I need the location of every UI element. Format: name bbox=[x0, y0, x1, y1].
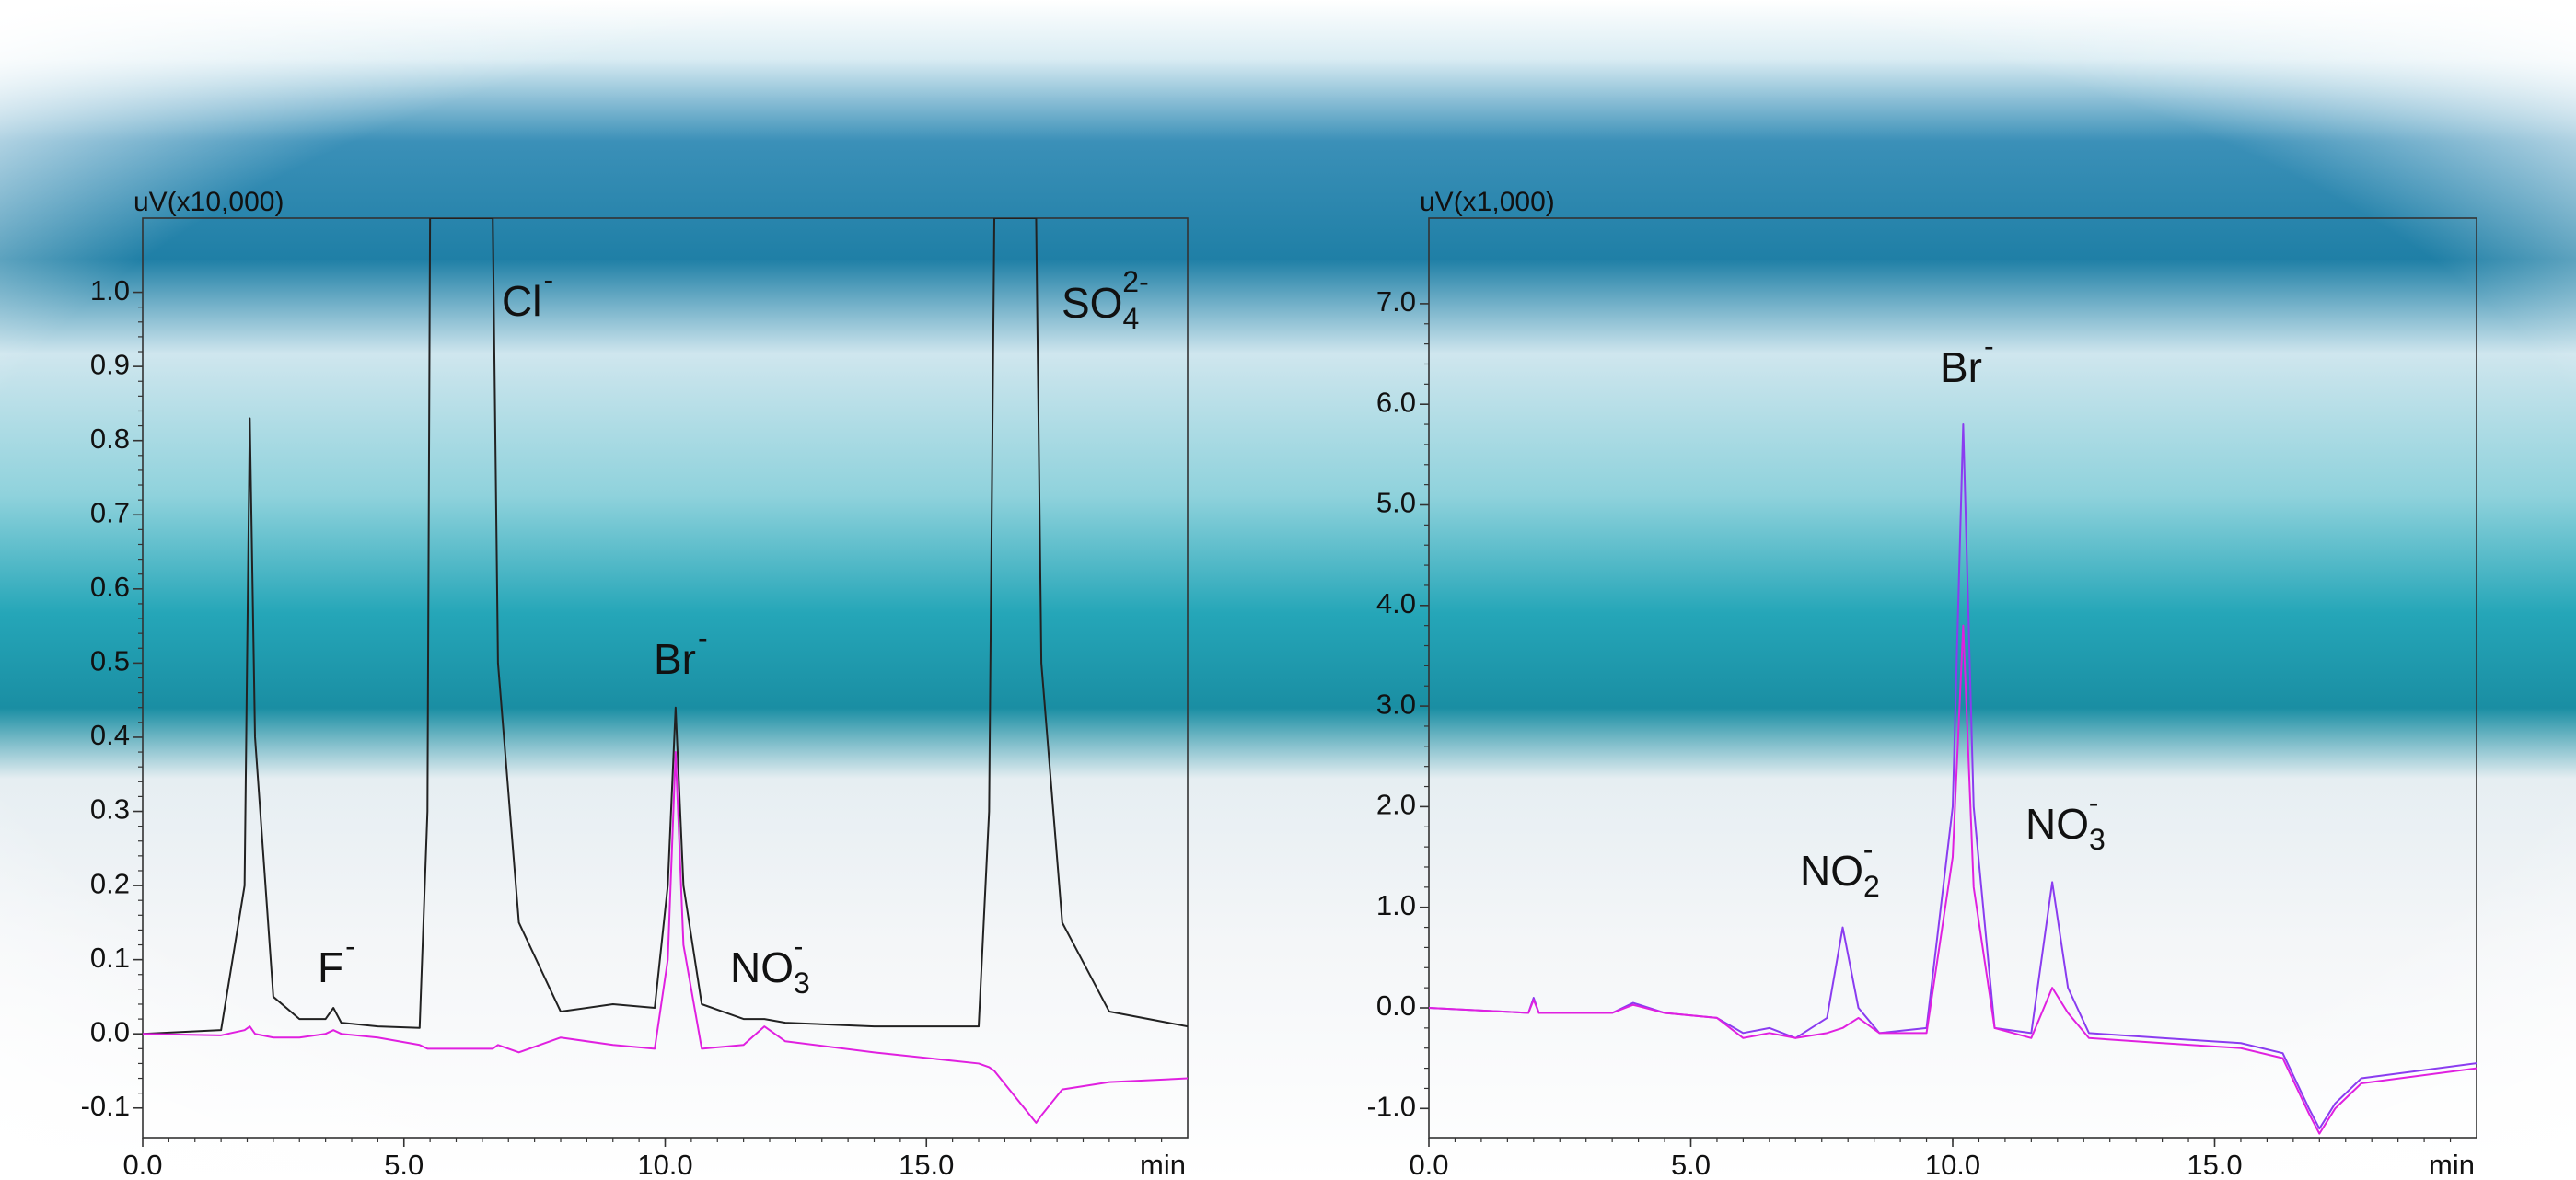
peak-label-sup: - bbox=[1863, 833, 1874, 866]
y-tick-label: 0.1 bbox=[90, 942, 130, 974]
y-tick-label: 0.6 bbox=[90, 571, 130, 603]
y-tick-label: 4.0 bbox=[1376, 587, 1416, 619]
peak-label-sup: - bbox=[794, 930, 804, 963]
y-tick-label: 0.4 bbox=[90, 719, 130, 751]
peak-label-sub: 3 bbox=[2089, 823, 2106, 856]
y-tick-label: -1.0 bbox=[1367, 1090, 1416, 1122]
y-tick-label: 0.5 bbox=[90, 645, 130, 677]
y-tick-label: 0.0 bbox=[90, 1015, 130, 1047]
y-axis-label: uV(x10,000) bbox=[133, 187, 284, 217]
peak-label-sup: 2- bbox=[1122, 265, 1148, 298]
y-tick-label: 1.0 bbox=[1376, 889, 1416, 921]
x-tick-label: 5.0 bbox=[384, 1149, 424, 1180]
y-tick-label: 0.7 bbox=[90, 496, 130, 528]
peak-label-sup: - bbox=[543, 263, 553, 296]
peak-label-text: SO bbox=[1062, 279, 1122, 327]
x-tick-label: 10.0 bbox=[1925, 1149, 1980, 1180]
y-tick-label: 6.0 bbox=[1376, 386, 1416, 418]
y-tick-label: 0.0 bbox=[1376, 989, 1416, 1022]
series-line bbox=[1429, 624, 2477, 1135]
x-tick-label: 0.0 bbox=[122, 1149, 162, 1180]
peak-label-sup: - bbox=[1984, 330, 1994, 363]
x-axis-label: min bbox=[1140, 1149, 1186, 1180]
peak-label: F- bbox=[318, 930, 355, 991]
y-tick-label: 2.0 bbox=[1376, 789, 1416, 821]
peak-label: NO3- bbox=[730, 930, 810, 1000]
series-line bbox=[143, 751, 1188, 1124]
y-tick-label: 0.9 bbox=[90, 348, 130, 380]
peak-label-sub: 2 bbox=[1863, 870, 1880, 903]
peak-label-sup: - bbox=[2089, 786, 2099, 819]
y-tick-label: 3.0 bbox=[1376, 688, 1416, 720]
peak-label: Cl- bbox=[502, 263, 553, 325]
peak-label: NO3 - bbox=[2025, 786, 2106, 856]
y-tick-label: 0.3 bbox=[90, 793, 130, 826]
y-tick-label: -0.1 bbox=[81, 1090, 130, 1122]
series-line bbox=[143, 218, 1188, 1035]
peak-label: NO2 - bbox=[1800, 833, 1880, 903]
x-tick-label: 10.0 bbox=[637, 1149, 692, 1180]
peak-label: SO4 2- bbox=[1062, 265, 1149, 335]
peak-label-text: NO bbox=[730, 943, 794, 991]
series-line bbox=[1429, 423, 2477, 1130]
x-axis-label: min bbox=[2429, 1149, 2475, 1180]
peak-label-sub: 4 bbox=[1122, 302, 1139, 335]
peak-label-text: Cl bbox=[502, 277, 541, 325]
peak-label-text: F bbox=[318, 943, 343, 991]
peak-label-text: Br bbox=[654, 635, 696, 683]
x-tick-label: 15.0 bbox=[2187, 1149, 2242, 1180]
y-tick-label: 5.0 bbox=[1376, 487, 1416, 519]
peak-label-sub: 3 bbox=[794, 966, 810, 1000]
peak-label-text: NO bbox=[1800, 847, 1863, 895]
peak-label-text: Br bbox=[1940, 343, 1982, 391]
peak-label-text: NO bbox=[2025, 800, 2089, 848]
peak-label: Br- bbox=[654, 621, 708, 683]
y-tick-label: 1.0 bbox=[90, 274, 130, 307]
x-tick-label: 0.0 bbox=[1409, 1149, 1448, 1180]
peak-label-sup: - bbox=[698, 621, 708, 654]
peak-label-sup: - bbox=[345, 930, 355, 963]
peak-label: Br- bbox=[1940, 330, 1994, 391]
y-tick-label: 0.2 bbox=[90, 867, 130, 899]
y-tick-label: 0.8 bbox=[90, 422, 130, 455]
x-tick-label: 5.0 bbox=[1671, 1149, 1711, 1180]
y-axis-label: uV(x1,000) bbox=[1420, 187, 1555, 217]
y-tick-label: 7.0 bbox=[1376, 285, 1416, 318]
x-tick-label: 15.0 bbox=[899, 1149, 954, 1180]
